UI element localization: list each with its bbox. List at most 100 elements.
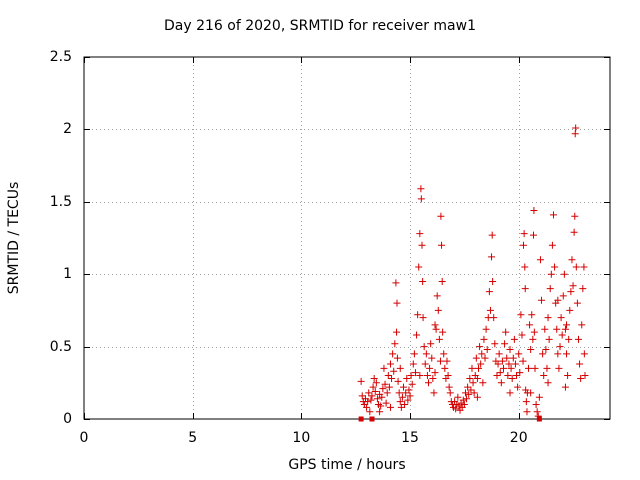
data-point <box>577 374 585 382</box>
data-point <box>546 285 554 293</box>
data-point <box>395 389 403 397</box>
data-point <box>523 408 531 416</box>
plot-frame <box>83 56 611 420</box>
y-tick-label: 2.5 <box>49 49 72 65</box>
data-point <box>553 325 561 333</box>
data-point <box>416 230 424 238</box>
data-point <box>452 405 460 413</box>
data-point <box>530 206 538 214</box>
x-tick-label: 0 <box>79 430 89 446</box>
data-point <box>438 241 446 249</box>
data-point <box>571 212 579 220</box>
data-point <box>563 350 571 358</box>
data-point <box>580 350 588 358</box>
data-point <box>397 403 405 411</box>
x-tick-label: 10 <box>292 430 311 446</box>
data-point <box>419 277 427 285</box>
data-point <box>529 231 537 239</box>
data-point <box>445 383 453 391</box>
data-point <box>390 367 398 375</box>
data-point <box>363 403 371 411</box>
data-point <box>358 392 366 400</box>
data-point <box>565 335 573 343</box>
data-point <box>515 350 523 358</box>
data-point <box>419 314 427 322</box>
data-point <box>401 401 409 409</box>
data-point <box>370 374 378 382</box>
y-tick-label: 1 <box>63 266 72 283</box>
data-point <box>467 386 475 394</box>
data-point <box>488 253 496 261</box>
data-point <box>388 374 396 382</box>
data-point <box>563 321 571 329</box>
data-point <box>400 383 408 391</box>
data-point <box>459 396 467 404</box>
data-point <box>465 390 473 398</box>
data-point <box>524 364 532 372</box>
data-point <box>556 343 564 351</box>
data-point <box>464 383 472 391</box>
data-point <box>555 364 563 372</box>
data-point <box>372 379 380 387</box>
data-point <box>527 389 535 397</box>
data-point <box>551 263 559 271</box>
data-point <box>528 311 536 319</box>
x-tick-label: 15 <box>401 430 419 446</box>
x-tick-label: 5 <box>188 430 198 446</box>
data-point <box>382 399 390 407</box>
data-point <box>393 299 401 307</box>
data-point <box>548 241 556 249</box>
data-point <box>483 345 491 353</box>
data-point <box>430 389 438 397</box>
data-point <box>479 379 487 387</box>
data-point <box>386 403 394 411</box>
data-point <box>367 396 375 404</box>
data-point <box>545 335 553 343</box>
data-point <box>366 408 374 416</box>
data-points <box>357 124 589 422</box>
data-point <box>493 372 501 380</box>
data-point <box>503 354 511 362</box>
data-point <box>438 277 446 285</box>
data-point <box>418 241 426 249</box>
data-point <box>364 398 372 406</box>
data-point <box>413 331 421 339</box>
data-point <box>489 277 497 285</box>
data-point-square <box>536 416 542 422</box>
data-point <box>522 386 530 394</box>
data-point <box>508 374 516 382</box>
data-point <box>408 380 416 388</box>
data-point <box>522 398 530 406</box>
data-point <box>569 282 577 290</box>
data-point <box>581 372 589 380</box>
data-point <box>564 372 572 380</box>
data-point <box>570 228 578 236</box>
data-point <box>423 372 431 380</box>
y-tick-label: 1.5 <box>49 193 72 210</box>
data-point <box>407 372 415 380</box>
data-point <box>414 311 422 319</box>
data-point <box>519 241 527 249</box>
data-point <box>579 285 587 293</box>
data-point <box>533 408 541 416</box>
data-point <box>529 335 537 343</box>
data-point <box>481 354 489 362</box>
data-point <box>509 354 517 362</box>
y-tick-label: 2 <box>63 121 72 138</box>
data-point <box>426 364 434 372</box>
data-point <box>538 296 546 304</box>
data-point <box>558 331 566 339</box>
data-point <box>392 279 400 287</box>
data-point <box>486 306 494 314</box>
data-point <box>540 372 548 380</box>
data-point <box>393 354 401 362</box>
data-point <box>409 360 417 368</box>
data-point <box>485 288 493 296</box>
data-point <box>532 401 540 409</box>
data-point <box>506 345 514 353</box>
data-point <box>385 383 393 391</box>
data-point <box>519 357 527 365</box>
data-point <box>499 364 507 372</box>
data-point <box>544 314 552 322</box>
